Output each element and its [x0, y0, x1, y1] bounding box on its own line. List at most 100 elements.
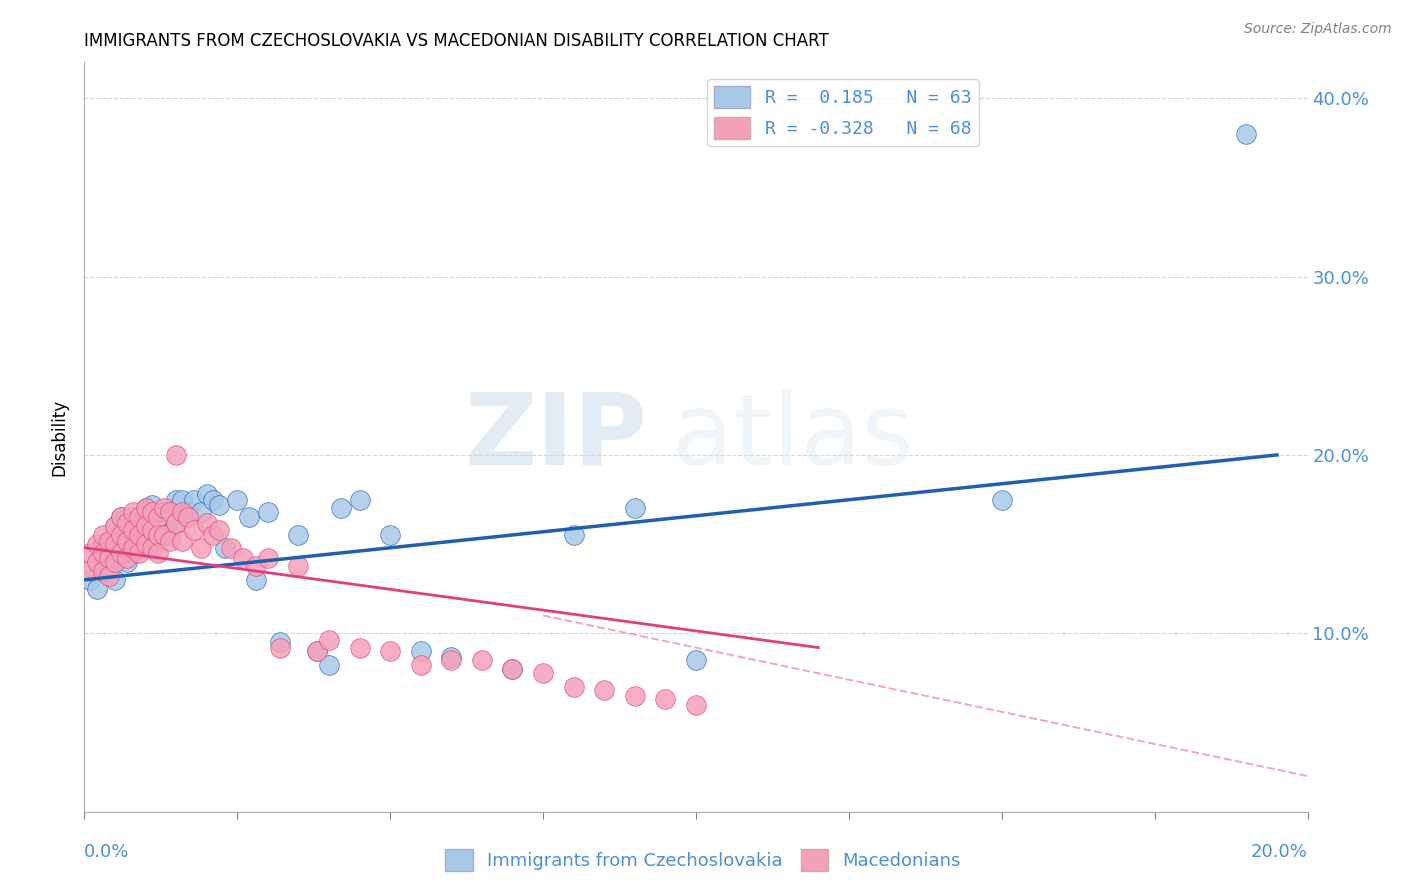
Point	[440, 649, 463, 664]
Point	[115, 533, 138, 548]
Point	[146, 528, 169, 542]
Point	[110, 528, 132, 542]
Point	[195, 516, 218, 530]
Point	[349, 640, 371, 655]
Point	[165, 516, 187, 530]
Point	[122, 541, 145, 555]
Point	[141, 533, 163, 548]
Point	[624, 501, 647, 516]
Point	[165, 448, 187, 462]
Point	[110, 510, 132, 524]
Point	[201, 528, 224, 542]
Text: IMMIGRANTS FROM CZECHOSLOVAKIA VS MACEDONIAN DISABILITY CORRELATION CHART: IMMIGRANTS FROM CZECHOSLOVAKIA VS MACEDO…	[84, 32, 830, 50]
Legend: Immigrants from Czechoslovakia, Macedonians: Immigrants from Czechoslovakia, Macedoni…	[439, 842, 967, 879]
Point	[219, 541, 242, 555]
Point	[245, 573, 267, 587]
Point	[502, 662, 524, 676]
Point	[97, 569, 120, 583]
Point	[135, 537, 157, 551]
Point	[654, 692, 676, 706]
Point	[159, 505, 181, 519]
Point	[97, 546, 120, 560]
Point	[104, 555, 127, 569]
Point	[226, 492, 249, 507]
Point	[79, 546, 101, 560]
Point	[135, 519, 157, 533]
Point	[409, 658, 432, 673]
Point	[110, 528, 132, 542]
Point	[128, 510, 150, 524]
Point	[141, 505, 163, 519]
Point	[104, 555, 127, 569]
Point	[349, 492, 371, 507]
Point	[991, 492, 1014, 507]
Legend: R =  0.185   N = 63, R = -0.328   N = 68: R = 0.185 N = 63, R = -0.328 N = 68	[707, 79, 979, 146]
Point	[269, 640, 291, 655]
Point	[86, 555, 108, 569]
Point	[562, 680, 585, 694]
Point	[190, 505, 212, 519]
Text: Source: ZipAtlas.com: Source: ZipAtlas.com	[1244, 22, 1392, 37]
Point	[86, 537, 108, 551]
Point	[380, 644, 402, 658]
Point	[318, 658, 340, 673]
Point	[128, 541, 150, 555]
Point	[115, 519, 138, 533]
Point	[287, 528, 309, 542]
Point	[91, 537, 114, 551]
Point	[141, 541, 163, 555]
Point	[128, 528, 150, 542]
Point	[146, 528, 169, 542]
Point	[165, 492, 187, 507]
Point	[409, 644, 432, 658]
Point	[201, 492, 224, 507]
Point	[115, 551, 138, 566]
Point	[257, 505, 280, 519]
Point	[91, 564, 114, 578]
Point	[141, 498, 163, 512]
Point	[141, 523, 163, 537]
Point	[115, 555, 138, 569]
Point	[177, 510, 200, 524]
Point	[122, 528, 145, 542]
Point	[318, 633, 340, 648]
Point	[91, 555, 114, 569]
Point	[208, 498, 231, 512]
Point	[110, 546, 132, 560]
Point	[183, 523, 205, 537]
Point	[146, 510, 169, 524]
Point	[172, 492, 194, 507]
Point	[104, 573, 127, 587]
Text: 0.0%: 0.0%	[84, 843, 129, 861]
Point	[122, 523, 145, 537]
Y-axis label: Disability: Disability	[51, 399, 69, 475]
Point	[128, 523, 150, 537]
Point	[380, 528, 402, 542]
Point	[79, 573, 101, 587]
Point	[440, 653, 463, 667]
Point	[146, 546, 169, 560]
Point	[159, 510, 181, 524]
Point	[172, 505, 194, 519]
Point	[593, 683, 616, 698]
Point	[115, 516, 138, 530]
Point	[190, 541, 212, 555]
Text: ZIP: ZIP	[464, 389, 647, 485]
Point	[104, 519, 127, 533]
Point	[531, 665, 554, 680]
Point	[153, 528, 176, 542]
Point	[79, 564, 101, 578]
Point	[562, 528, 585, 542]
Point	[1236, 127, 1258, 141]
Point	[269, 635, 291, 649]
Point	[135, 501, 157, 516]
Point	[471, 653, 494, 667]
Point	[128, 510, 150, 524]
Point	[128, 546, 150, 560]
Point	[183, 492, 205, 507]
Point	[165, 516, 187, 530]
Point	[214, 541, 236, 555]
Point	[104, 537, 127, 551]
Text: 20.0%: 20.0%	[1251, 843, 1308, 861]
Point	[153, 523, 176, 537]
